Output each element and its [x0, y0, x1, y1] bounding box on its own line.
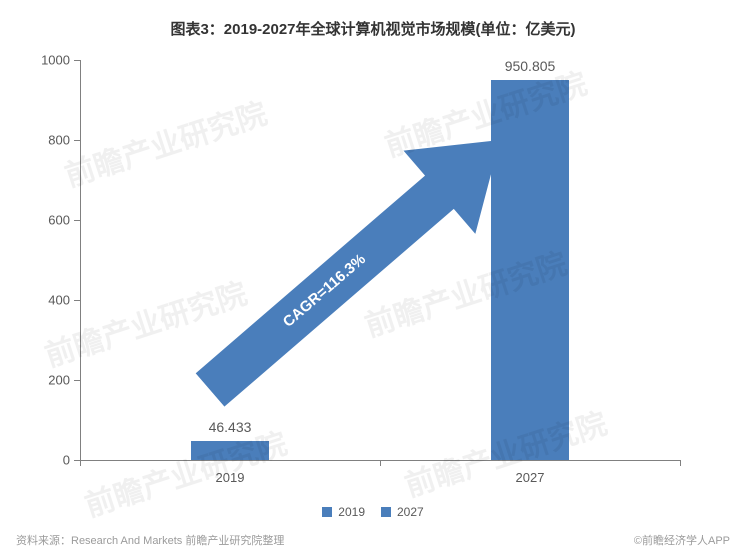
cagr-label: CAGR=116.3% — [196, 176, 454, 407]
source-footnote: 资料来源：Research And Markets 前瞻产业研究院整理 — [16, 532, 284, 548]
y-tick-label: 200 — [48, 373, 70, 388]
y-tick — [74, 380, 80, 381]
y-tick — [74, 220, 80, 221]
x-tick-label: 2027 — [516, 470, 545, 485]
legend-label: 2027 — [397, 505, 424, 519]
y-tick-label: 400 — [48, 293, 70, 308]
x-tick-label: 2019 — [216, 470, 245, 485]
bar-value-label: 950.805 — [505, 58, 556, 74]
legend-swatch — [322, 507, 332, 517]
bar — [491, 80, 569, 460]
y-axis — [80, 60, 81, 460]
legend-item: 2027 — [381, 505, 424, 519]
x-tick — [80, 460, 81, 466]
chart-plot-area: 2019202746.433950.805CAGR=116.3% — [80, 60, 680, 460]
legend-label: 2019 — [338, 505, 365, 519]
x-tick — [380, 460, 381, 466]
x-tick — [680, 460, 681, 466]
legend: 2019 2027 — [0, 505, 746, 520]
bar — [191, 441, 269, 460]
cagr-arrow: CAGR=116.3% — [174, 98, 536, 431]
y-tick — [74, 60, 80, 61]
legend-swatch — [381, 507, 391, 517]
y-tick-label: 1000 — [41, 53, 70, 68]
copyright-footnote: ©前瞻经济学人APP — [634, 532, 730, 548]
chart-title: 图表3：2019-2027年全球计算机视觉市场规模(单位：亿美元) — [0, 0, 746, 39]
legend-item: 2019 — [322, 505, 365, 519]
y-tick-label: 800 — [48, 133, 70, 148]
y-tick — [74, 300, 80, 301]
y-tick-label: 0 — [63, 453, 70, 468]
y-tick-label: 600 — [48, 213, 70, 228]
y-tick — [74, 140, 80, 141]
